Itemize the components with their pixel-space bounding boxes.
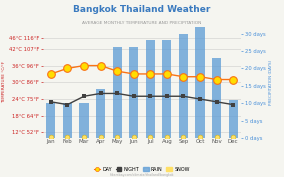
Y-axis label: PRECIPITATION (DAYS): PRECIPITATION (DAYS) (269, 60, 273, 105)
Bar (229, 100, 238, 138)
Bar (195, 20, 204, 138)
Bar (80, 103, 89, 138)
Bar (96, 89, 105, 138)
Text: hikersbay.com/climate/thailand/bangkok: hikersbay.com/climate/thailand/bangkok (110, 173, 174, 177)
Text: AVERAGE MONTHLY TEMPERATURE AND PRECIPITATION: AVERAGE MONTHLY TEMPERATURE AND PRECIPIT… (82, 21, 202, 25)
Text: Bangkok Thailand Weather: Bangkok Thailand Weather (73, 5, 211, 14)
Legend: DAY, NIGHT, RAIN, SNOW: DAY, NIGHT, RAIN, SNOW (93, 166, 191, 173)
Y-axis label: TEMPERATURE °C/°F: TEMPERATURE °C/°F (2, 61, 6, 103)
Bar (146, 41, 155, 138)
Bar (212, 58, 221, 138)
Bar (63, 103, 72, 138)
Bar (129, 47, 138, 138)
Bar (162, 41, 172, 138)
Bar (179, 33, 188, 138)
Bar (112, 47, 122, 138)
Bar (46, 103, 55, 138)
